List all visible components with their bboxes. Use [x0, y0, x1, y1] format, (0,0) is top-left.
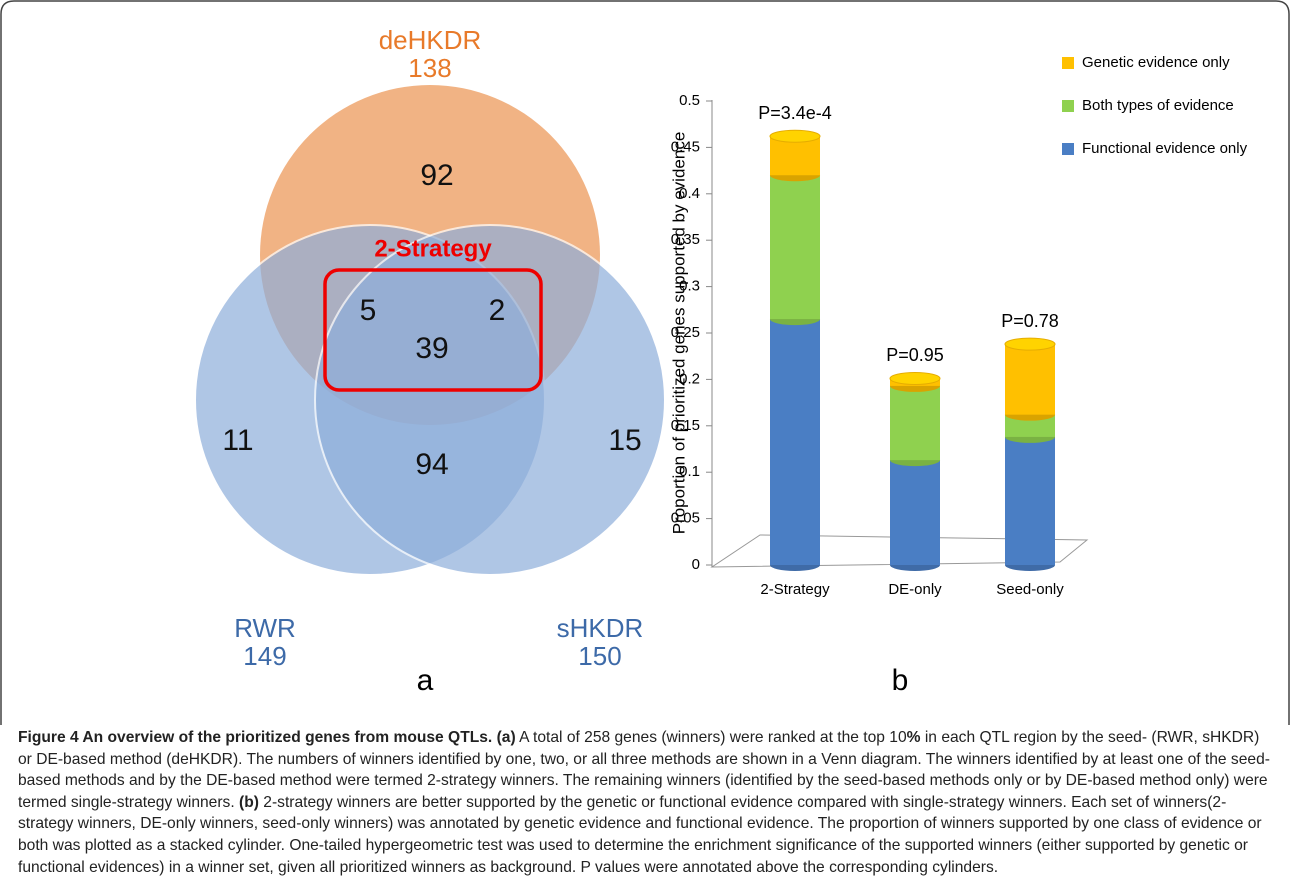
region-count: 92 — [420, 159, 453, 192]
bar — [1005, 344, 1055, 415]
set-total: 138 — [408, 53, 451, 83]
bar — [1005, 436, 1055, 565]
caption-text: A total of 258 genes (winners) were rank… — [519, 729, 907, 746]
region-count: 11 — [222, 424, 253, 457]
x-tick-label: DE-only — [888, 581, 942, 598]
region-count: 39 — [415, 332, 448, 365]
x-tick-label: Seed-only — [996, 581, 1064, 598]
panel-label: b — [892, 664, 909, 697]
y-tick-label: 0.45 — [671, 138, 700, 155]
caption-text: 2-strategy winners are better supported … — [18, 793, 1262, 876]
bar — [1005, 414, 1055, 437]
y-tick-label: 0.25 — [671, 324, 700, 341]
region-count: 94 — [415, 448, 448, 481]
venn-circle — [314, 224, 666, 576]
set-total: 149 — [243, 641, 286, 671]
legend-label: Functional evidence only — [1082, 140, 1248, 157]
figure: deHKDR 138 RWR 149 sHKDR 150 92 2-Strate… — [0, 0, 1290, 725]
p-value: P=3.4e-4 — [758, 103, 832, 123]
region-count: 5 — [360, 294, 377, 327]
legend-swatch — [1062, 100, 1074, 112]
legend-swatch — [1062, 57, 1074, 69]
caption: Figure 4 An overview of the prioritized … — [18, 727, 1273, 878]
cylinder-top — [1004, 337, 1056, 351]
bar — [770, 175, 820, 320]
region-count: 15 — [608, 424, 641, 457]
bar — [890, 460, 940, 565]
caption-text: in each QTL region by the seed- (RWR, sH… — [18, 729, 1270, 811]
p-value: P=0.95 — [886, 345, 944, 365]
set-total: 150 — [578, 641, 621, 671]
bar — [770, 319, 820, 565]
set-name: deHKDR — [379, 25, 482, 55]
y-tick-label: 0.35 — [671, 231, 700, 248]
caption-text: % — [906, 729, 921, 746]
y-tick-label: 0.05 — [671, 510, 700, 527]
frame — [0, 0, 1290, 725]
y-tick-label: 0 — [692, 556, 700, 573]
panel-label: a — [417, 664, 434, 697]
y-axis-label: Proportion of prioritized genes supporte… — [669, 132, 688, 535]
y-tick-label: 0.1 — [679, 463, 700, 480]
y-tick-label: 0.5 — [679, 92, 700, 109]
highlight-box — [323, 268, 543, 392]
caption-title: Figure 4 An overview of the prioritized … — [18, 729, 493, 746]
y-tick-label: 0.15 — [671, 417, 700, 434]
set-name: RWR — [234, 613, 296, 643]
cylinder-top — [889, 371, 941, 385]
cylinder-top — [769, 129, 821, 143]
region-count: 2 — [489, 294, 506, 327]
legend-label: Both types of evidence — [1082, 97, 1234, 114]
bar — [890, 385, 940, 461]
y-tick-label: 0.4 — [679, 185, 700, 202]
set-name: sHKDR — [557, 613, 644, 643]
legend-label: Genetic evidence only — [1082, 54, 1230, 71]
p-value: P=0.78 — [1001, 311, 1059, 331]
y-tick-label: 0.3 — [679, 278, 700, 295]
y-tick-label: 0.2 — [679, 370, 700, 387]
caption-label: (a) — [496, 729, 516, 746]
x-tick-label: 2-Strategy — [760, 581, 830, 598]
legend-swatch — [1062, 143, 1074, 155]
highlight-label: 2-Strategy — [374, 235, 492, 262]
caption-label: (b) — [239, 793, 259, 811]
